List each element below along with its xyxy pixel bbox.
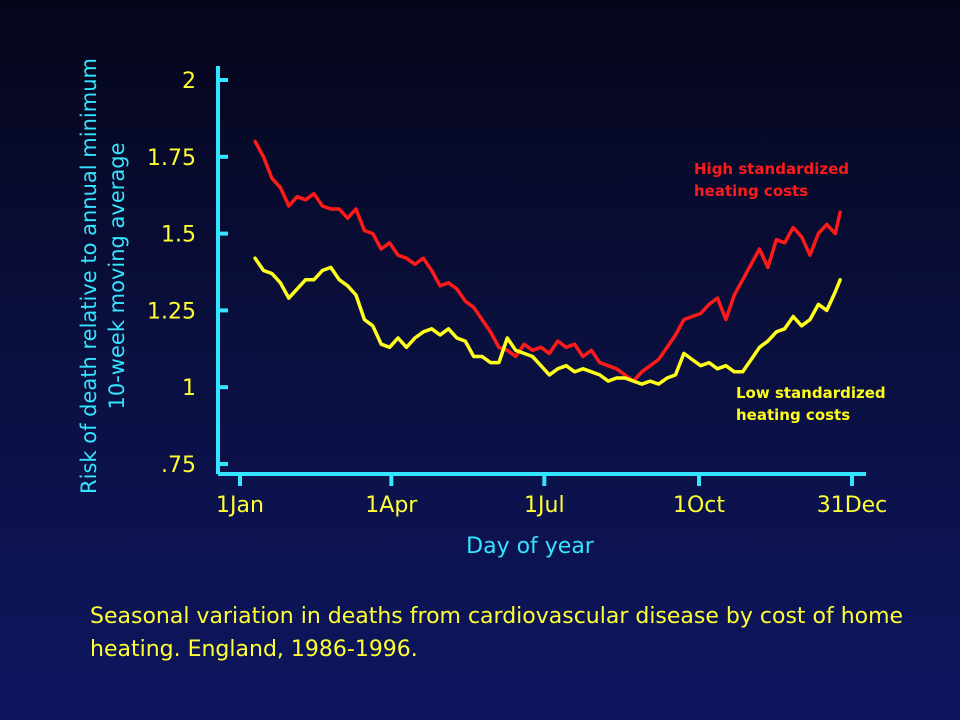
tick-marks bbox=[218, 78, 854, 486]
y-tick-label: 1.75 bbox=[147, 146, 196, 171]
y-tick-label: 1 bbox=[182, 376, 196, 401]
x-axis-title: Day of year bbox=[466, 534, 595, 559]
y-axis-title-line: Risk of death relative to annual minimum bbox=[77, 58, 101, 494]
figure-caption: Seasonal variation in deaths from cardio… bbox=[90, 604, 904, 662]
series-line-high-heating-costs bbox=[253, 139, 842, 383]
series-line-low-heating-costs bbox=[253, 256, 842, 386]
y-axis-title-line: 10-week moving average bbox=[105, 142, 129, 409]
series-label-high-heating-costs: High standardized bbox=[694, 160, 849, 178]
y-tick-label: 1.25 bbox=[147, 299, 196, 324]
chart-labels: .75 1 1.25 1.5 1.75 2 1Jan 1Apr 1Jul 1Oct 31Dec Day… bbox=[77, 58, 887, 559]
x-tick-label: 1Jan bbox=[216, 493, 264, 518]
y-tick-label: 2 bbox=[182, 69, 196, 94]
x-tick-label: 1Apr bbox=[365, 493, 418, 518]
series-label-low-heating-costs: Low standardized bbox=[736, 384, 886, 402]
series-label-low-heating-costs: heating costs bbox=[736, 406, 850, 424]
x-tick-label: 1Oct bbox=[673, 493, 725, 518]
series-label-high-heating-costs: heating costs bbox=[694, 182, 808, 200]
axes bbox=[216, 66, 866, 476]
y-tick-label: .75 bbox=[161, 453, 196, 478]
series-lines bbox=[253, 139, 842, 386]
y-tick-label: 1.5 bbox=[161, 223, 196, 248]
x-tick-label: 1Jul bbox=[524, 493, 565, 518]
x-tick-label: 31Dec bbox=[817, 493, 888, 518]
